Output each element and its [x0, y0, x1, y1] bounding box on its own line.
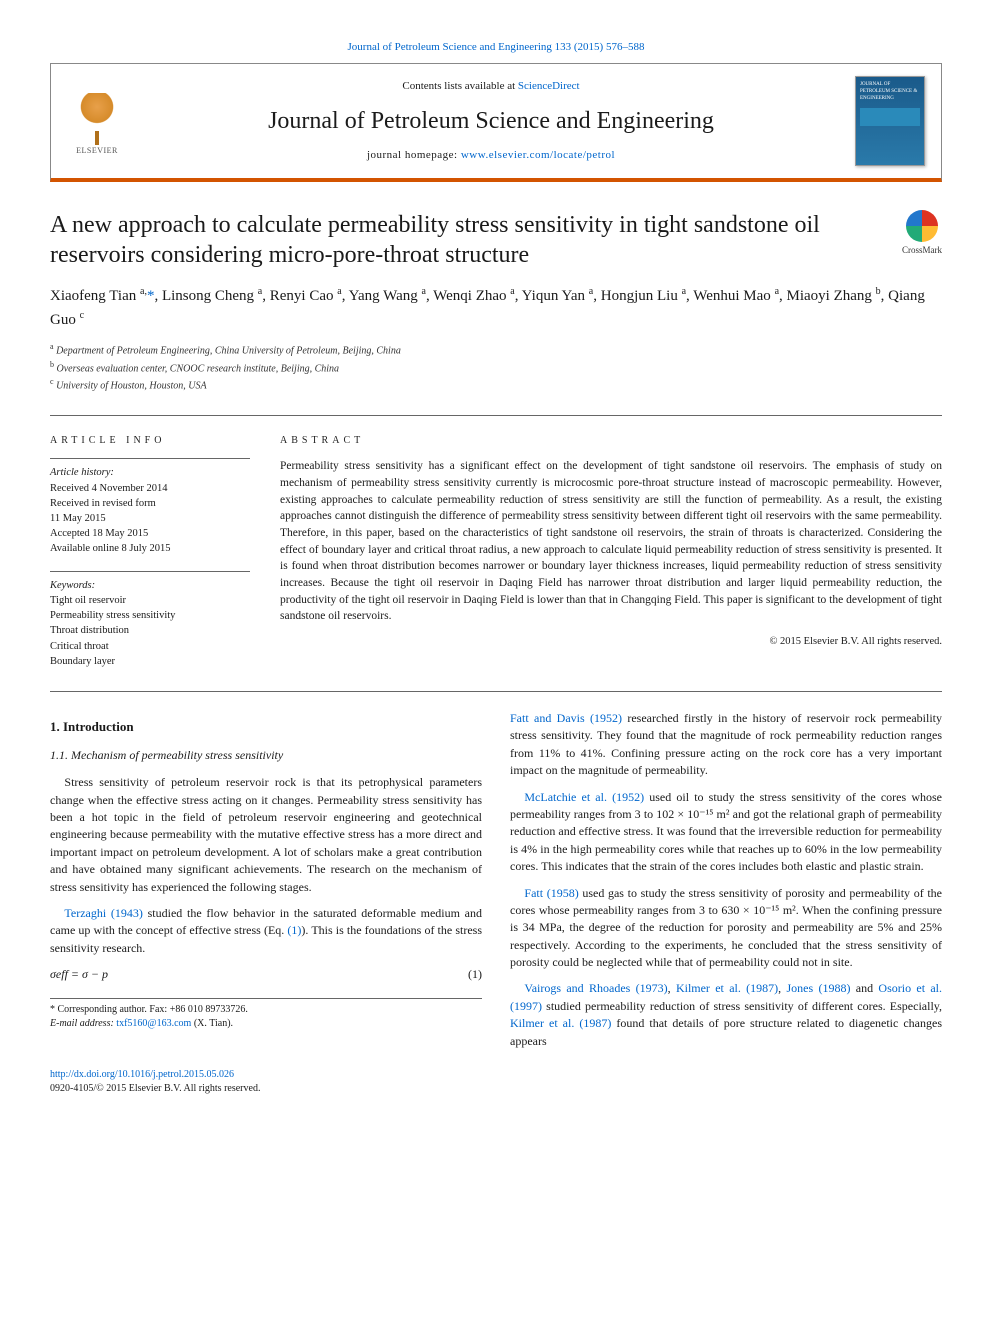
corr-author: * Corresponding author. Fax: +86 010 897… — [50, 1003, 482, 1018]
para-4: McLatchie et al. (1952) used oil to stud… — [510, 789, 942, 876]
kw-0: Tight oil reservoir — [50, 595, 126, 606]
doi-link[interactable]: http://dx.doi.org/10.1016/j.petrol.2015.… — [50, 1069, 234, 1080]
journal-homepage: journal homepage: www.elsevier.com/locat… — [143, 148, 839, 163]
eq1-num: (1) — [468, 966, 482, 983]
abstract: ABSTRACT Permeability stress sensitivity… — [280, 434, 942, 669]
hist-revised-b: 11 May 2015 — [50, 513, 106, 524]
journal-name: Journal of Petroleum Science and Enginee… — [143, 105, 839, 139]
abstract-head: ABSTRACT — [280, 434, 942, 448]
crossmark-badge[interactable]: CrossMark — [902, 210, 942, 257]
article-title: A new approach to calculate permeability… — [50, 210, 886, 270]
eq1-expr: σeff = σ − p — [50, 966, 108, 983]
para-5: Fatt (1958) used gas to study the stress… — [510, 885, 942, 972]
citation-link[interactable]: Journal of Petroleum Science and Enginee… — [348, 41, 645, 53]
para-2: Terzaghi (1943) studied the flow behavio… — [50, 905, 482, 957]
hist-accepted: Accepted 18 May 2015 — [50, 528, 148, 539]
ref-fatt-davis-1952[interactable]: Fatt and Davis (1952) — [510, 711, 622, 725]
journal-header: ELSEVIER Contents lists available at Sci… — [50, 63, 942, 182]
author-list: Xiaofeng Tian a,*, Linsong Cheng a, Reny… — [50, 284, 942, 331]
elsevier-tree-icon — [74, 93, 120, 139]
elsevier-label: ELSEVIER — [76, 145, 118, 156]
ref-vairogs-1973[interactable]: Vairogs and Rhoades (1973) — [524, 981, 667, 995]
homepage-link[interactable]: www.elsevier.com/locate/petrol — [461, 149, 615, 161]
kw-4: Boundary layer — [50, 656, 115, 667]
kw-2: Throat distribution — [50, 625, 129, 636]
crossmark-icon — [906, 210, 938, 242]
ref-terzaghi-1943[interactable]: Terzaghi (1943) — [64, 906, 143, 920]
corr-email-link[interactable]: txf5160@163.com — [116, 1018, 191, 1029]
page-footer: http://dx.doi.org/10.1016/j.petrol.2015.… — [50, 1068, 942, 1096]
ref-eq1[interactable]: (1) — [287, 923, 301, 937]
kw-1: Permeability stress sensitivity — [50, 610, 175, 621]
ref-jones-1988[interactable]: Jones (1988) — [786, 981, 850, 995]
affiliation-b: b Overseas evaluation center, CNOOC rese… — [50, 359, 942, 376]
corresponding-footnote: * Corresponding author. Fax: +86 010 897… — [50, 998, 482, 1032]
article-body: 1. Introduction 1.1. Mechanism of permea… — [50, 710, 942, 1050]
affiliation-c: c University of Houston, Houston, USA — [50, 376, 942, 393]
affiliations: a Department of Petroleum Engineering, C… — [50, 341, 942, 393]
issn-line: 0920-4105/© 2015 Elsevier B.V. All right… — [50, 1083, 260, 1094]
article-info: ARTICLE INFO Article history: Received 4… — [50, 434, 250, 669]
ref-fatt-1958[interactable]: Fatt (1958) — [524, 886, 578, 900]
hist-received: Received 4 November 2014 — [50, 483, 168, 494]
top-citation: Journal of Petroleum Science and Enginee… — [50, 40, 942, 55]
journal-cover-thumb: JOURNAL OF PETROLEUM SCIENCE & ENGINEERI… — [855, 76, 925, 166]
email-label: E-mail address: — [50, 1018, 116, 1029]
affiliation-a: a Department of Petroleum Engineering, C… — [50, 341, 942, 358]
h-mechanism: 1.1. Mechanism of permeability stress se… — [50, 747, 482, 764]
elsevier-logo: ELSEVIER — [67, 86, 127, 156]
divider — [50, 415, 942, 416]
para-6: Vairogs and Rhoades (1973), Kilmer et al… — [510, 980, 942, 1050]
cover-title-text: JOURNAL OF PETROLEUM SCIENCE & ENGINEERI… — [860, 82, 917, 101]
abstract-copyright: © 2015 Elsevier B.V. All rights reserved… — [280, 635, 942, 650]
article-info-head: ARTICLE INFO — [50, 434, 250, 448]
abstract-text: Permeability stress sensitivity has a si… — [280, 458, 942, 625]
equation-1: σeff = σ − p (1) — [50, 966, 482, 983]
ref-kilmer-1987[interactable]: Kilmer et al. (1987) — [676, 981, 778, 995]
keywords-label: Keywords: — [50, 580, 95, 591]
para-3: Fatt and Davis (1952) researched firstly… — [510, 710, 942, 780]
contents-prefix: Contents lists available at — [402, 80, 517, 92]
hist-revised-a: Received in revised form — [50, 498, 156, 509]
email-suffix: (X. Tian). — [191, 1018, 233, 1029]
contents-available: Contents lists available at ScienceDirec… — [143, 79, 839, 94]
ref-mclatchie-1952[interactable]: McLatchie et al. (1952) — [524, 790, 644, 804]
ref-kilmer-1987-b[interactable]: Kilmer et al. (1987) — [510, 1016, 611, 1030]
homepage-prefix: journal homepage: — [367, 149, 461, 161]
kw-3: Critical throat — [50, 641, 109, 652]
hist-online: Available online 8 July 2015 — [50, 543, 171, 554]
h-introduction: 1. Introduction — [50, 718, 482, 737]
crossmark-label: CrossMark — [902, 244, 942, 257]
para-1: Stress sensitivity of petroleum reservoi… — [50, 774, 482, 896]
sciencedirect-link[interactable]: ScienceDirect — [518, 80, 580, 92]
history-label: Article history: — [50, 467, 114, 478]
